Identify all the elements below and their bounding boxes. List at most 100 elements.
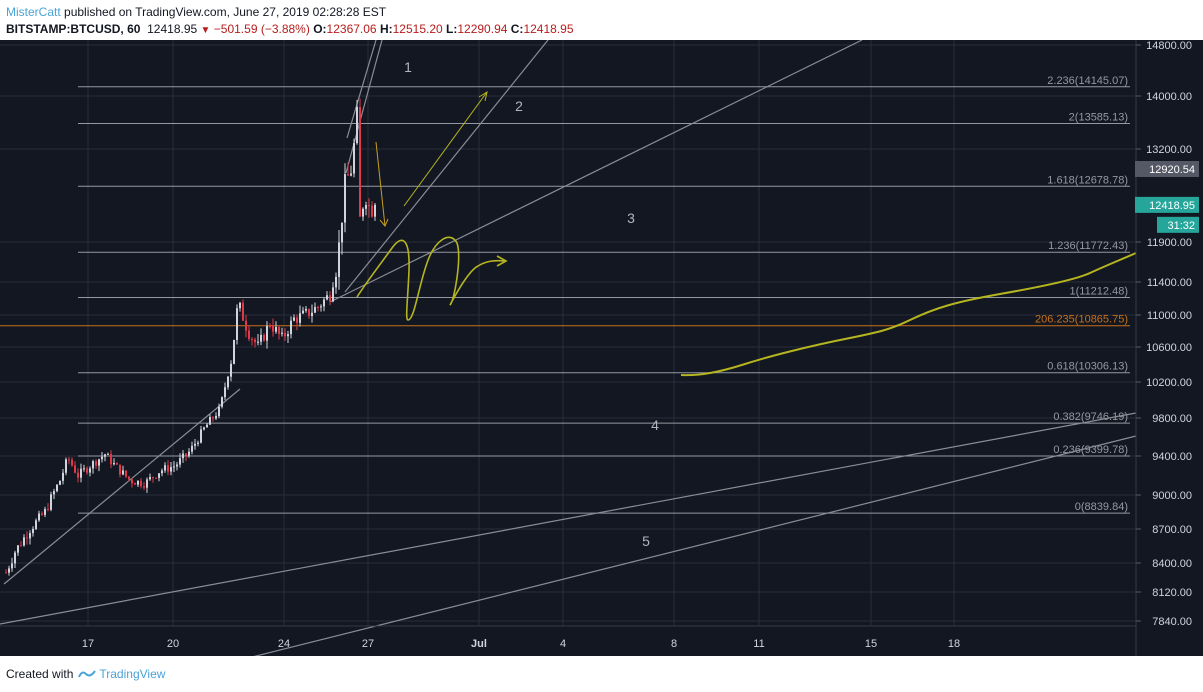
candle-body — [317, 307, 319, 309]
annotations[interactable] — [356, 90, 1137, 377]
candle-body — [17, 545, 19, 553]
candle-body — [215, 416, 217, 419]
fib-extension[interactable]: 2.236(14145.07) 2(13585.13) 1.618(12678.78… — [0, 75, 1130, 514]
candle-body — [374, 204, 376, 217]
tradingview-link[interactable]: TradingView — [99, 667, 166, 681]
candle-body — [14, 552, 16, 564]
candle-body — [110, 453, 112, 465]
candle-body — [362, 208, 364, 217]
y-tick-label: 10200.00 — [1146, 377, 1192, 389]
candle-body — [209, 417, 211, 425]
trendline[interactable] — [329, 40, 863, 303]
price-badge — [1135, 160, 1199, 177]
candle-body — [161, 470, 163, 474]
trendlines[interactable]: 1 2 3 4 5 — [0, 40, 1137, 656]
candle-body — [95, 461, 97, 466]
candle-body — [341, 222, 343, 243]
published-text: published on TradingView.com, June 27, 2… — [64, 5, 387, 19]
trendline-label: 4 — [651, 417, 659, 433]
candle-body — [296, 317, 298, 323]
candle-body — [245, 320, 247, 331]
fib-level-label: 0.618(10306.13) — [1047, 361, 1128, 373]
y-tick-label: 8120.00 — [1152, 587, 1192, 599]
candle-body — [236, 308, 238, 340]
candle-body — [35, 520, 37, 529]
candle-body — [152, 477, 154, 479]
candle-body — [185, 453, 187, 456]
candle-body — [56, 484, 58, 492]
low-value: 12290.94 — [457, 22, 508, 36]
candle-body — [308, 308, 310, 317]
x-tick-label: 17 — [82, 638, 94, 650]
chart-area[interactable]: 2.236(14145.07) 2(13585.13) 1.618(12678.78… — [0, 40, 1203, 656]
candle-body — [305, 308, 307, 311]
candle-body — [314, 307, 316, 313]
candle-body — [359, 106, 361, 217]
candle-body — [218, 406, 220, 417]
hand-drawn-wave[interactable] — [356, 236, 507, 321]
candle-body — [71, 459, 73, 466]
candle-body — [146, 479, 148, 488]
candle-body — [8, 568, 10, 573]
candle-body — [224, 387, 226, 398]
candle-body — [164, 465, 166, 471]
high-value: 12515.20 — [392, 22, 443, 36]
trendline[interactable] — [0, 412, 1137, 625]
candle-body — [353, 143, 355, 174]
candle-body — [20, 545, 22, 547]
candle-body — [191, 445, 193, 452]
y-tick-label: 11900.00 — [1147, 237, 1192, 249]
y-tick-label: 8700.00 — [1152, 524, 1192, 536]
low-label: L: — [446, 22, 458, 36]
projection-curve[interactable] — [680, 252, 1137, 377]
candle-body — [293, 317, 295, 321]
candle-body — [125, 470, 127, 477]
candle-body — [239, 302, 241, 309]
trendline[interactable] — [0, 435, 1137, 656]
author-link[interactable]: MisterCatt — [6, 5, 61, 19]
y-tick-label: 14000.00 — [1146, 91, 1192, 103]
trendline-label: 2 — [515, 98, 523, 114]
plot-background[interactable] — [0, 40, 1136, 656]
candle-body — [173, 466, 175, 468]
candle-body — [302, 310, 304, 314]
symbol-info: BITSTAMP:BTCUSD, 60 12418.95 ▼ −501.59 (… — [6, 22, 574, 36]
candle-body — [194, 443, 196, 446]
trendline[interactable] — [345, 40, 383, 174]
candle-body — [179, 458, 181, 465]
candle-body — [77, 472, 79, 478]
candle-body — [26, 537, 28, 539]
candle-body — [137, 480, 139, 485]
fib-level-label: 0.382(9746.19) — [1053, 411, 1128, 423]
candle-body — [272, 326, 274, 332]
candle-body — [329, 295, 331, 302]
down-arrow[interactable] — [375, 141, 386, 227]
candle-body — [281, 332, 283, 334]
y-tick-label: 9000.00 — [1152, 490, 1192, 502]
x-tick-label: 20 — [167, 638, 179, 650]
candle-body — [29, 533, 31, 539]
symbol: BITSTAMP:BTCUSD, 60 — [6, 22, 141, 36]
candle-body — [140, 480, 142, 487]
price-axis[interactable] — [1136, 40, 1203, 656]
candle-body — [335, 276, 337, 288]
up-arrow[interactable] — [403, 91, 488, 207]
candle-body — [11, 563, 13, 569]
candle-body — [269, 325, 271, 327]
y-tick-label: 10600.00 — [1146, 342, 1192, 354]
trendline[interactable] — [3, 388, 241, 585]
down-arrowhead — [379, 218, 389, 227]
fib-level-label: 1.236(11772.43) — [1048, 240, 1128, 252]
price-badge-label: 31:32 — [1167, 220, 1195, 232]
candle-body — [41, 513, 43, 515]
trendline[interactable] — [344, 40, 549, 293]
trendline[interactable] — [346, 40, 377, 139]
candle-body — [62, 472, 64, 481]
candle-body — [338, 242, 340, 277]
candle-body — [98, 459, 100, 466]
candle-body — [116, 463, 118, 465]
candle-body — [242, 302, 244, 321]
candle-body — [263, 334, 265, 341]
price-change: −501.59 (−3.88%) — [213, 22, 310, 36]
candle-body — [47, 509, 49, 511]
